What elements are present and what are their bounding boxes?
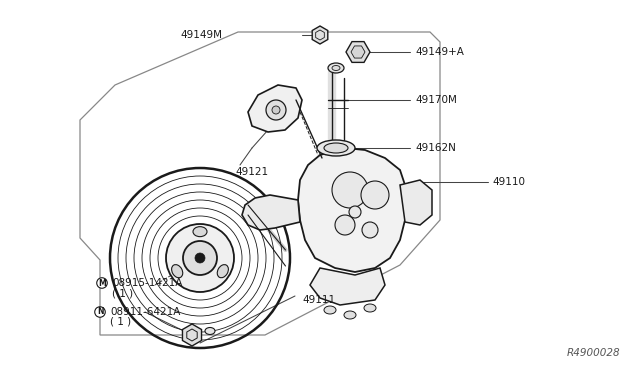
Ellipse shape (166, 224, 234, 292)
Ellipse shape (205, 327, 215, 334)
Circle shape (266, 100, 286, 120)
Text: 49149M: 49149M (180, 30, 222, 40)
Polygon shape (242, 195, 300, 230)
Text: ( 1 ): ( 1 ) (110, 317, 131, 327)
Ellipse shape (317, 140, 355, 156)
Ellipse shape (344, 311, 356, 319)
Text: ( 1 ): ( 1 ) (112, 288, 133, 298)
Polygon shape (400, 180, 432, 225)
Ellipse shape (324, 143, 348, 153)
Text: 49162N: 49162N (415, 143, 456, 153)
Text: N: N (97, 308, 103, 317)
Polygon shape (298, 148, 408, 272)
Circle shape (349, 206, 361, 218)
Polygon shape (248, 85, 302, 132)
Text: 49111: 49111 (302, 295, 335, 305)
Ellipse shape (324, 306, 336, 314)
Circle shape (362, 222, 378, 238)
Ellipse shape (172, 264, 183, 278)
Polygon shape (310, 268, 385, 305)
Text: 49149+A: 49149+A (415, 47, 464, 57)
Circle shape (335, 215, 355, 235)
Text: 49170M: 49170M (415, 95, 457, 105)
Circle shape (272, 106, 280, 114)
Polygon shape (351, 46, 365, 58)
Circle shape (361, 181, 389, 209)
Text: M: M (98, 279, 106, 288)
Circle shape (195, 253, 205, 263)
Ellipse shape (364, 304, 376, 312)
Polygon shape (312, 26, 328, 44)
Ellipse shape (332, 65, 340, 71)
Polygon shape (346, 42, 370, 62)
Circle shape (332, 172, 368, 208)
Polygon shape (182, 324, 202, 346)
Text: 49121: 49121 (235, 167, 268, 177)
Text: 49110: 49110 (492, 177, 525, 187)
Text: 08911-6421A: 08911-6421A (110, 307, 180, 317)
Ellipse shape (193, 227, 207, 237)
Ellipse shape (183, 241, 217, 275)
Ellipse shape (217, 264, 228, 278)
Text: R4900028: R4900028 (566, 348, 620, 358)
Ellipse shape (328, 63, 344, 73)
Text: 08915-1421A: 08915-1421A (112, 278, 182, 288)
